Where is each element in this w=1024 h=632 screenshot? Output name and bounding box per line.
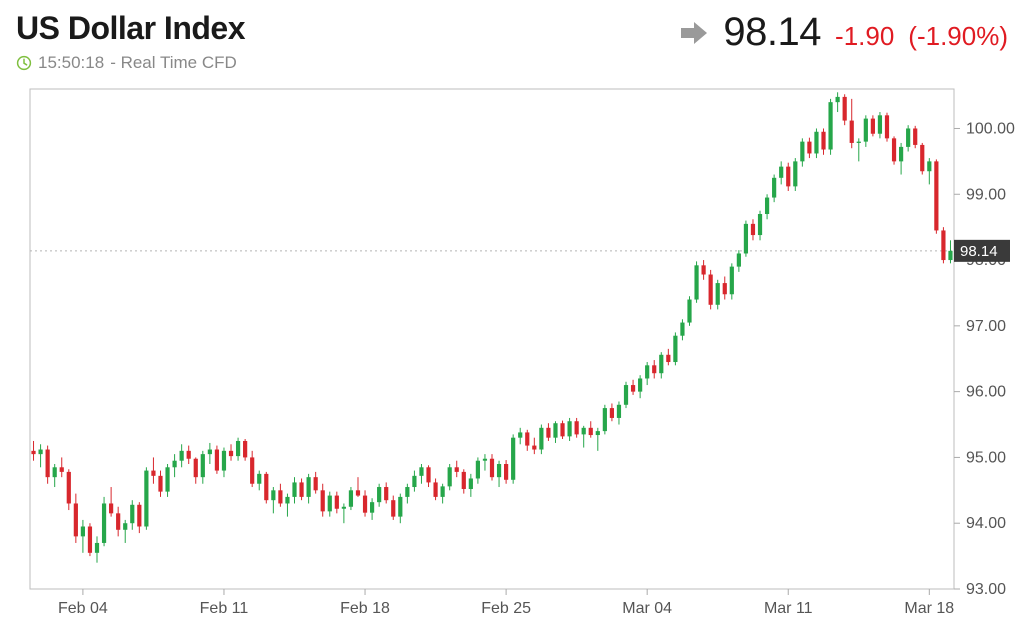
- header-right: 98.14 -1.90 (-1.90%): [679, 10, 1008, 55]
- clock-icon: [16, 55, 32, 71]
- svg-text:96.00: 96.00: [966, 384, 1006, 401]
- svg-text:Feb 18: Feb 18: [340, 600, 390, 617]
- svg-text:Mar 04: Mar 04: [622, 600, 672, 617]
- svg-text:97.00: 97.00: [966, 318, 1006, 335]
- svg-text:Mar 11: Mar 11: [764, 600, 813, 617]
- svg-text:93.00: 93.00: [966, 581, 1006, 598]
- chart-area[interactable]: 93.0094.0095.0096.0097.0098.0099.00100.0…: [16, 81, 1020, 628]
- svg-text:Feb 04: Feb 04: [58, 600, 108, 617]
- svg-text:99.00: 99.00: [966, 186, 1006, 203]
- last-price: 98.14: [723, 10, 821, 55]
- svg-text:100.00: 100.00: [966, 120, 1015, 137]
- instrument-title: US Dollar Index: [16, 10, 245, 47]
- arrow-right-icon: [679, 20, 709, 46]
- change-absolute: -1.90: [835, 21, 894, 52]
- svg-text:Feb 11: Feb 11: [200, 600, 249, 617]
- svg-text:Mar 18: Mar 18: [904, 600, 954, 617]
- svg-text:98.14: 98.14: [960, 243, 998, 260]
- header-left: US Dollar Index 15:50:18 - Real Time CFD: [16, 10, 245, 73]
- candlestick-chart[interactable]: 93.0094.0095.0096.0097.0098.0099.00100.0…: [16, 81, 1020, 629]
- subtitle: 15:50:18 - Real Time CFD: [16, 53, 245, 73]
- timestamp: 15:50:18: [38, 53, 104, 73]
- subtitle-suffix: - Real Time CFD: [110, 53, 237, 73]
- svg-text:94.00: 94.00: [966, 515, 1006, 532]
- svg-text:95.00: 95.00: [966, 449, 1006, 466]
- chart-container: US Dollar Index 15:50:18 - Real Time CFD…: [0, 0, 1024, 632]
- change-percent: (-1.90%): [908, 21, 1008, 52]
- header: US Dollar Index 15:50:18 - Real Time CFD…: [16, 10, 1020, 73]
- svg-text:Feb 25: Feb 25: [481, 600, 531, 617]
